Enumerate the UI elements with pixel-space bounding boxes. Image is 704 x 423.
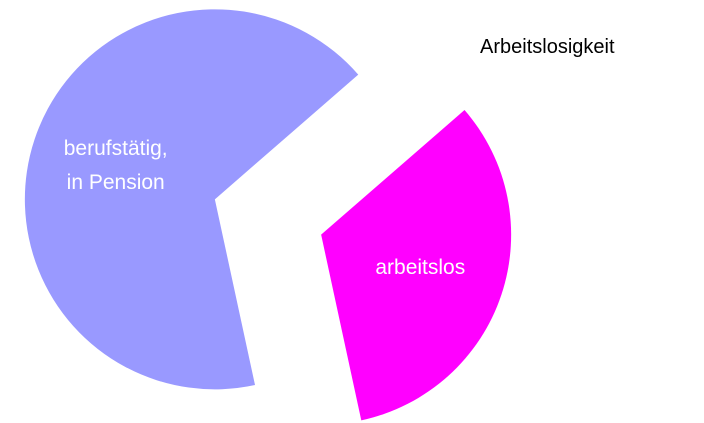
pie-slice bbox=[321, 110, 512, 421]
chart-title: Arbeitslosigkeit bbox=[480, 36, 615, 58]
slice-label: berufstätig, in Pension bbox=[63, 137, 168, 195]
pie-slice bbox=[24, 9, 359, 390]
slice-label: arbeitslos bbox=[375, 255, 466, 279]
